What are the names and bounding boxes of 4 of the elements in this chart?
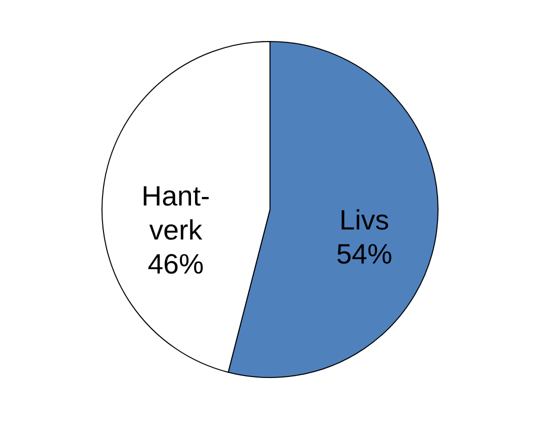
data-label: 54% bbox=[336, 238, 392, 270]
slice-label: Hant- verk bbox=[142, 180, 210, 246]
slice-label: Livs bbox=[339, 204, 390, 236]
data-label: 46% bbox=[148, 248, 204, 280]
